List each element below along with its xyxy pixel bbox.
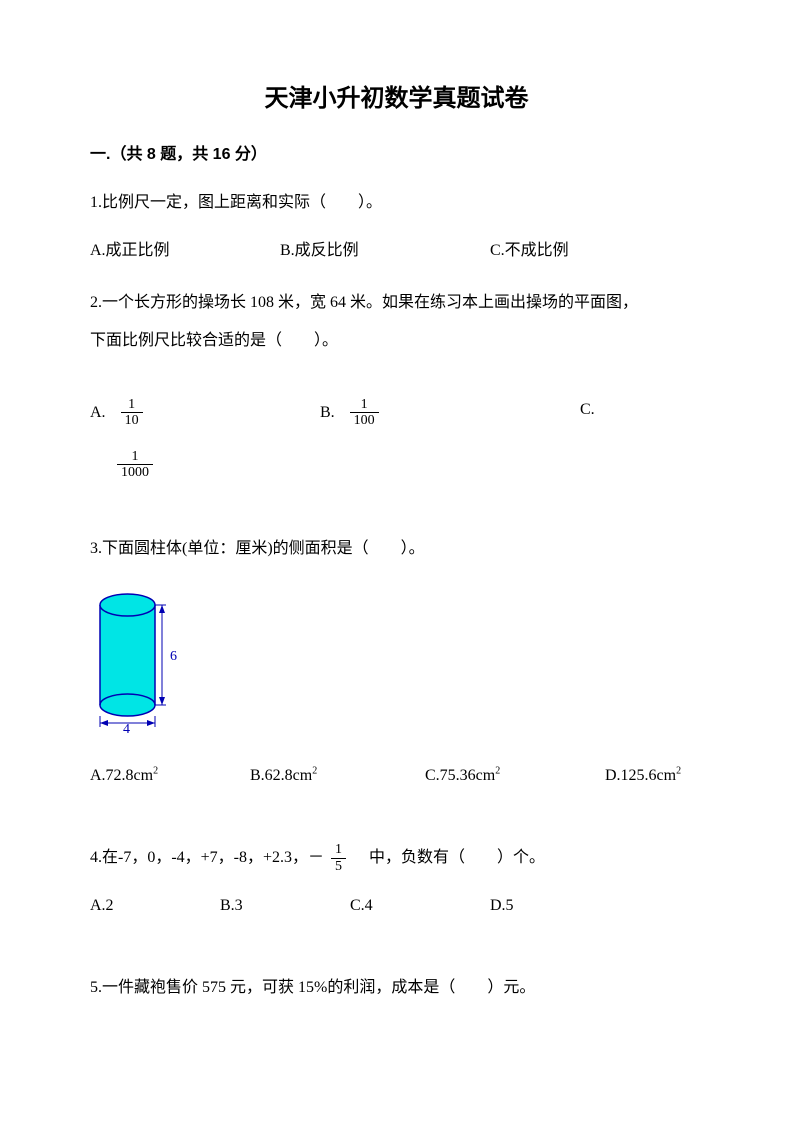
question-2: 2.一个长方形的操场长 108 米，宽 64 米。如果在练习本上画出操场的平面图… [90, 284, 703, 361]
q4-options: A.2 B.3 C.4 D.5 [90, 893, 703, 919]
q2-option-a: A. 1 10 [90, 397, 320, 429]
q4-text-before: 4.在-7，0，-4，+7，-8，+2.3，－ [90, 849, 324, 866]
q1-option-c: C.不成比例 [490, 238, 569, 264]
cylinder-figure: 6 4 [90, 585, 703, 744]
fraction: 1 10 [121, 397, 143, 429]
q2-option-b: B. 1 100 [320, 397, 580, 429]
denominator: 1000 [117, 465, 153, 480]
q3-option-a: A.72.8cm2 [90, 763, 250, 789]
q2-option-c-frac: 1 1000 [114, 449, 156, 481]
q2-optB-prefix: B. [320, 400, 335, 426]
denominator: 5 [331, 859, 346, 874]
height-label: 6 [170, 649, 177, 664]
q4-option-c: C.4 [350, 893, 490, 919]
q3-option-b: B.62.8cm2 [250, 763, 425, 789]
q3-option-c: C.75.36cm2 [425, 763, 605, 789]
numerator: 1 [331, 842, 346, 858]
numerator: 1 [117, 449, 153, 465]
q2-options-row1: A. 1 10 B. 1 100 C. [90, 397, 703, 429]
fraction: 1 1000 [117, 449, 153, 481]
q4-option-a: A.2 [90, 893, 220, 919]
question-4: 4.在-7，0，-4，+7，-8，+2.3，－ 1 5 中，负数有（ ）个。 [90, 839, 703, 877]
section-header: 一.（共 8 题，共 16 分） [90, 142, 703, 168]
q2-option-c: C. [580, 397, 595, 429]
q2-line1: 2.一个长方形的操场长 108 米，宽 64 米。如果在练习本上画出操场的平面图… [90, 284, 703, 322]
q4-option-d: D.5 [490, 893, 514, 919]
question-1: 1.比例尺一定，图上距离和实际（ ）。 [90, 184, 703, 222]
denominator: 100 [350, 413, 379, 428]
q2-optA-prefix: A. [90, 400, 106, 426]
q1-option-a: A.成正比例 [90, 238, 280, 264]
question-5: 5.一件藏袍售价 575 元，可获 15%的利润，成本是（ ）元。 [90, 969, 703, 1007]
q4-option-b: B.3 [220, 893, 350, 919]
numerator: 1 [121, 397, 143, 413]
denominator: 10 [121, 413, 143, 428]
q1-options: A.成正比例 B.成反比例 C.不成比例 [90, 238, 703, 264]
q4-text-after: 中，负数有（ ）个。 [353, 849, 545, 866]
q3-option-d: D.125.6cm2 [605, 763, 681, 789]
width-label: 4 [123, 722, 130, 735]
q3-options: A.72.8cm2 B.62.8cm2 C.75.36cm2 D.125.6cm… [90, 763, 703, 789]
numerator: 1 [350, 397, 379, 413]
exam-title: 天津小升初数学真题试卷 [90, 80, 703, 118]
fraction: 1 100 [350, 397, 379, 429]
q2-line2: 下面比例尺比较合适的是（ ）。 [90, 322, 703, 360]
question-3: 3.下面圆柱体(单位：厘米)的侧面积是（ ）。 [90, 530, 703, 568]
q2-options-row2: 1 1000 [90, 449, 703, 481]
fraction: 1 5 [331, 842, 346, 874]
q1-option-b: B.成反比例 [280, 238, 490, 264]
